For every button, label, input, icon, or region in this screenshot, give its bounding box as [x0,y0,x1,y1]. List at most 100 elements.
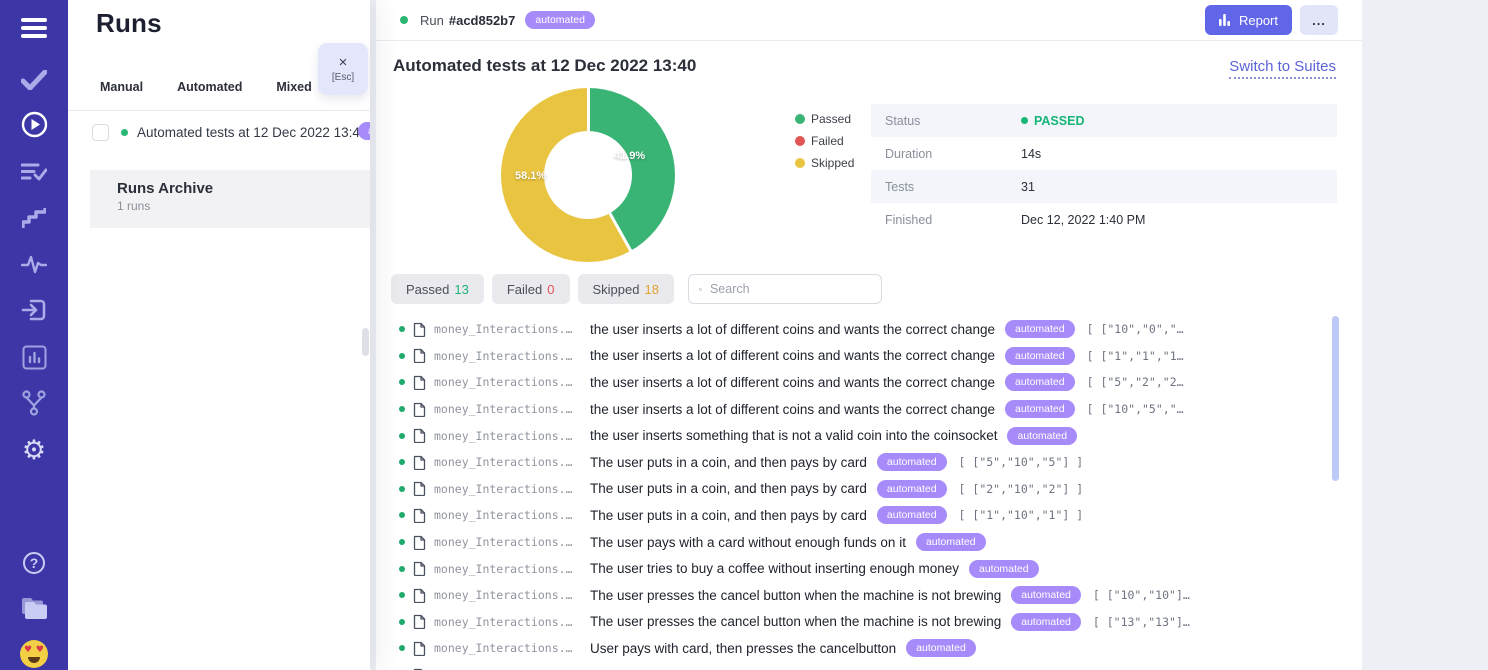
sign-in-icon[interactable] [0,296,68,324]
bar-chart-box-icon[interactable] [0,343,68,371]
test-title[interactable]: The user tries to buy a coffee without i… [590,561,959,577]
test-row[interactable]: money_Interactions.… The user pays with … [376,529,1342,556]
menu-icon[interactable] [0,14,68,42]
test-row[interactable]: money_Interactions.… The user puts in a … [376,502,1342,529]
test-status-dot-passed [399,618,405,625]
test-status-dot-passed [399,459,405,466]
automated-badge: automated [1004,320,1075,339]
tab-manual[interactable]: Manual [100,80,144,94]
branch-icon[interactable] [0,389,68,417]
test-row[interactable]: money_Interactions.… The user presses th… [376,609,1342,636]
legend-skipped: Skipped [795,156,854,170]
gear-icon[interactable]: ⚙ [21,434,47,466]
test-row[interactable]: money_Interactions.… The user presses th… [376,582,1342,609]
check-icon[interactable] [0,66,68,94]
test-row[interactable]: money_Interactions.… the user inserts a … [376,316,1342,343]
test-title[interactable]: The user presses the cancel button when … [590,587,1002,603]
test-row[interactable]: money_Interactions.… The user puts in a … [376,449,1342,476]
test-data-params: [ ["5","10","5"] ] [958,455,1084,470]
test-title[interactable]: the user inserts a lot of different coin… [590,321,995,337]
test-row[interactable]: money_Interactions.… the user inserts so… [376,422,1342,449]
test-title[interactable]: the user inserts a lot of different coin… [590,401,995,417]
test-list: money_Interactions.… the user inserts a … [376,316,1342,670]
list-check-icon[interactable] [0,158,68,186]
automated-badge: automated [1004,346,1075,365]
activity-icon[interactable] [0,250,68,278]
archive-count: 1 runs [117,199,151,213]
runs-tabs: Manual Automated Mixed [100,80,312,94]
folders-icon[interactable] [0,594,68,622]
test-title[interactable]: the user inserts a lot of different coin… [590,348,995,364]
runs-archive-section[interactable]: Runs Archive 1 runs [90,170,370,228]
report-button[interactable]: Report [1204,5,1292,35]
test-data-params: [ ["2","10","2"] ] [958,481,1084,496]
test-title[interactable]: The user presses the cancel button when … [590,614,1002,630]
test-data-params: [ ["13","13"]… [1092,614,1190,629]
user-avatar[interactable]: ♥ ♥ [0,639,68,669]
file-icon [413,322,426,337]
run-checkbox[interactable] [92,123,109,141]
tab-mixed[interactable]: Mixed [276,80,312,94]
file-icon [413,535,426,550]
help-icon[interactable]: ? [0,549,68,577]
status-badge: PASSED [1021,114,1084,128]
automated-badge: automated [1011,612,1081,631]
test-title[interactable]: The user puts in a coin, and then pays b… [590,481,867,497]
passed-count: 13 [454,281,469,297]
search-field[interactable] [687,274,882,304]
test-row[interactable]: money_Interactions.… The user tries to b… [376,555,1342,582]
file-icon [413,481,426,497]
run-prefix: Run [420,12,444,28]
test-file-name: money_Interactions.… [434,561,573,576]
test-file-name: money_Interactions.… [434,375,573,390]
test-status-dot-passed [399,326,405,333]
test-title[interactable]: User pays with card, then presses the ca… [590,640,897,656]
chart-legend: Passed Failed Skipped [795,112,854,170]
test-status-dot-passed [399,592,405,599]
test-row[interactable]: money_Interactions.… the user inserts a … [376,396,1342,423]
list-scrollbar[interactable] [1332,316,1339,481]
close-icon: × [338,54,348,71]
tab-automated[interactable]: Automated [177,80,243,94]
search-input[interactable] [709,282,871,296]
filter-failed-button[interactable]: Failed 0 [491,274,570,304]
summary-row-finished: Finished Dec 12, 2022 1:40 PM [885,212,1146,227]
file-icon [413,348,426,364]
skipped-percent-label: 58.1% [515,170,547,182]
steps-icon[interactable] [0,204,68,232]
drawer-scrollbar[interactable] [362,328,369,356]
file-icon [413,641,426,656]
test-title[interactable]: The user puts in a coin, and then pays b… [590,454,867,470]
test-title[interactable]: The user puts in a coin, and then pays b… [590,507,867,523]
play-circle-icon[interactable] [0,110,68,138]
filter-skipped-button[interactable]: Skipped 18 [577,274,674,304]
test-data-params: [ ["1","10","1"] ] [958,508,1084,523]
run-item-label[interactable]: Automated tests at 12 Dec 2022 13:40 [137,124,368,140]
close-drawer-button[interactable]: × [Esc] [318,43,368,95]
test-row[interactable] [376,662,1342,670]
test-row[interactable]: money_Interactions.… the user inserts a … [376,369,1342,396]
test-row[interactable]: money_Interactions.… User pays with card… [376,635,1342,662]
test-data-params: [ ["10","5","… [1086,402,1184,417]
runs-drawer: Runs Manual Automated Mixed × [Esc] Auto… [68,0,370,670]
automated-badge: automated [876,479,947,498]
test-status-dot-passed [399,485,405,492]
automated-badge: automated [968,559,1039,578]
run-list-item[interactable]: Automated tests at 12 Dec 2022 13:40 aut… [68,118,370,146]
more-actions-button[interactable]: ... [1300,5,1338,35]
filter-passed-button[interactable]: Passed 13 [391,274,484,304]
status-dot-passed [400,16,408,24]
test-title[interactable]: The user pays with a card without enough… [590,534,906,550]
test-file-name: money_Interactions.… [434,428,573,443]
test-file-name: money_Interactions.… [434,402,573,417]
test-row[interactable]: money_Interactions.… the user inserts a … [376,343,1342,370]
file-icon [413,455,426,470]
page-title: Runs [96,8,162,38]
test-row[interactable]: money_Interactions.… The user puts in a … [376,476,1342,503]
automated-badge: automated [358,122,370,140]
passed-dot [795,114,805,124]
switch-to-suites-link[interactable]: Switch to Suites [1229,58,1336,79]
test-title[interactable]: the user inserts a lot of different coin… [590,374,995,390]
file-icon [413,614,426,630]
test-title[interactable]: the user inserts something that is not a… [590,428,998,444]
